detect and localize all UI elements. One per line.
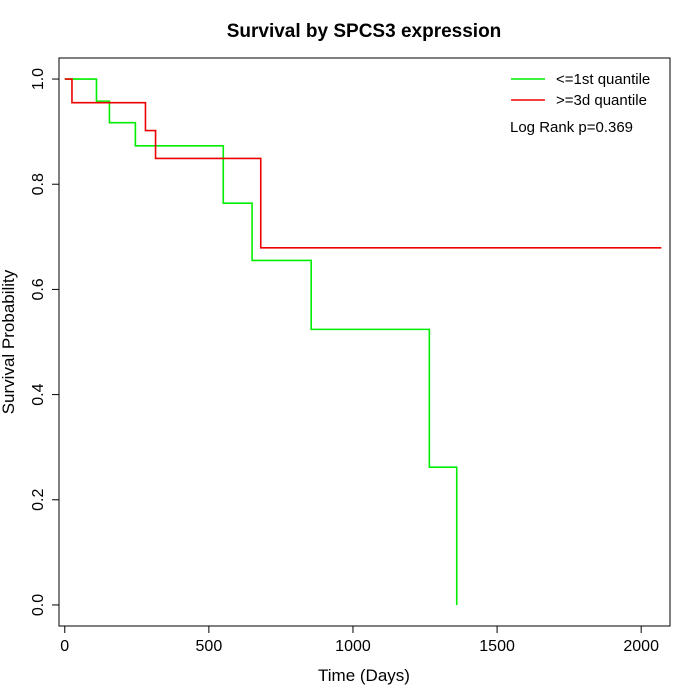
chart-title: Survival by SPCS3 expression: [227, 21, 502, 42]
survival-curve-ge-3d-quantile: [64, 78, 662, 249]
x-tick-label: 0: [60, 638, 69, 655]
y-tick-label: 0.0: [30, 594, 47, 616]
y-axis-label: Survival Probability: [0, 269, 18, 414]
y-tick-label: 0.6: [30, 278, 47, 300]
y-tick-label: 1.0: [30, 68, 47, 90]
legend-label-le-1st-quantile: <=1st quantile: [556, 71, 650, 88]
y-tick-label: 0.8: [30, 173, 47, 195]
legend: <=1st quantile >=3d quantile Log Rank p=…: [510, 71, 650, 136]
plot-frame: [58, 57, 671, 627]
x-tick-label: 2000: [623, 638, 659, 655]
x-axis-label: Time (Days): [318, 666, 410, 685]
x-tick-label: 1500: [479, 638, 515, 655]
x-axis: 0 500 1000 1500 2000: [60, 625, 659, 655]
survival-curve-le-1st-quantile: [64, 78, 458, 605]
y-axis: 0.0 0.2 0.4 0.6 0.8 1.0: [30, 68, 60, 616]
x-tick-label: 1000: [335, 638, 371, 655]
y-tick-label: 0.4: [30, 383, 47, 405]
x-tick-label: 500: [196, 638, 223, 655]
legend-label-ge-3d-quantile: >=3d quantile: [556, 92, 647, 109]
y-tick-label: 0.2: [30, 489, 47, 511]
log-rank-annotation: Log Rank p=0.369: [510, 119, 633, 136]
series-layer: [64, 78, 662, 605]
